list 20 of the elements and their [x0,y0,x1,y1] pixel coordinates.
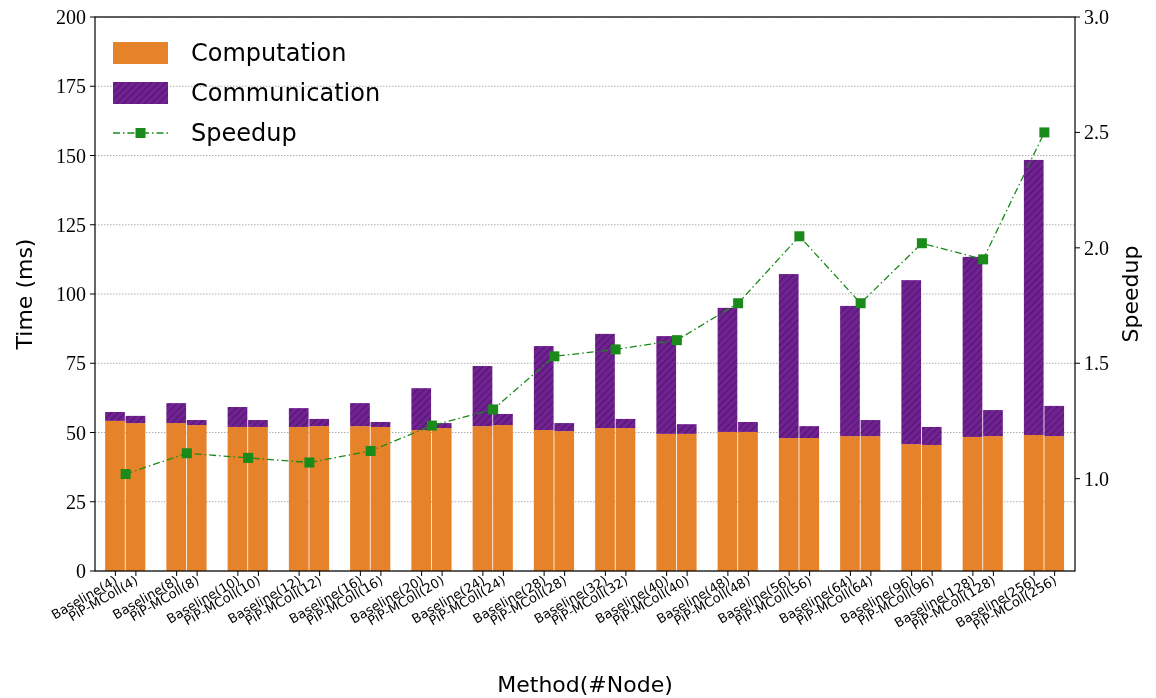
y-tick-label: 50 [66,421,86,444]
y2-tick-label: 2.0 [1084,236,1109,259]
y-tick-label: 150 [56,144,86,167]
y-axis-title: Time (ms) [12,238,37,351]
y2-tick-label: 1.0 [1084,467,1109,490]
y2-axis-title: Speedup [1118,245,1143,343]
x-axis-title: Method(#Node) [497,672,673,697]
y2-tick-label: 2.5 [1084,121,1109,144]
legend-label: Speedup [191,119,297,148]
y2-tick-label: 1.5 [1084,352,1109,375]
y2-tick-label: 3.0 [1084,6,1109,28]
y-tick-label: 200 [56,6,86,28]
y-tick-label: 25 [66,490,86,513]
y-tick-label: 75 [66,352,86,375]
legend-label: Communication [191,79,381,108]
y-tick-label: 100 [56,283,86,305]
y-tick-label: 125 [56,213,86,236]
y-tick-label: 175 [56,75,86,98]
y-tick-label: 0 [76,560,86,582]
legend-label: Computation [191,39,347,68]
